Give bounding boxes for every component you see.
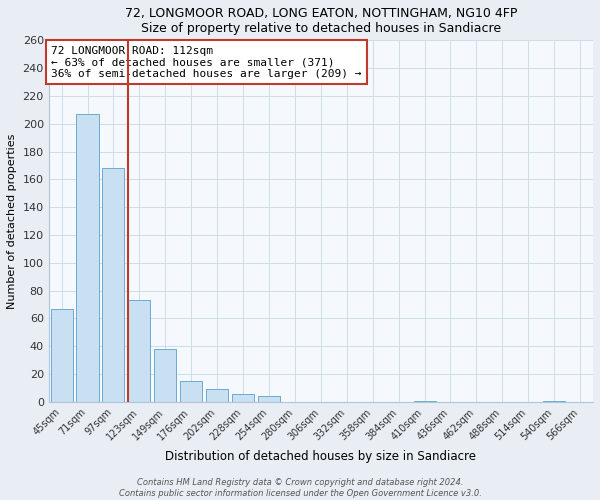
Title: 72, LONGMOOR ROAD, LONG EATON, NOTTINGHAM, NG10 4FP
Size of property relative to: 72, LONGMOOR ROAD, LONG EATON, NOTTINGHA… [125,7,517,35]
Bar [232,394,254,402]
Bar [413,400,436,402]
Bar [154,349,176,402]
Text: 72 LONGMOOR ROAD: 112sqm
← 63% of detached houses are smaller (371)
36% of semi-: 72 LONGMOOR ROAD: 112sqm ← 63% of detach… [52,46,362,79]
Bar [76,114,98,402]
Y-axis label: Number of detached properties: Number of detached properties [7,134,17,309]
Bar [50,308,73,402]
Bar [258,396,280,402]
Bar [206,390,228,402]
Bar [543,400,565,402]
X-axis label: Distribution of detached houses by size in Sandiacre: Distribution of detached houses by size … [166,450,476,463]
Bar [103,168,124,402]
Bar [128,300,151,402]
Bar [180,381,202,402]
Text: Contains HM Land Registry data © Crown copyright and database right 2024.
Contai: Contains HM Land Registry data © Crown c… [119,478,481,498]
